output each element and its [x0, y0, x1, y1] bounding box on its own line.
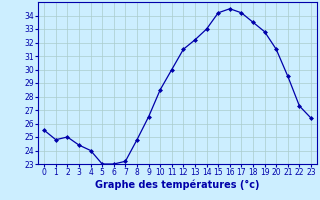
X-axis label: Graphe des températures (°c): Graphe des températures (°c) — [95, 180, 260, 190]
